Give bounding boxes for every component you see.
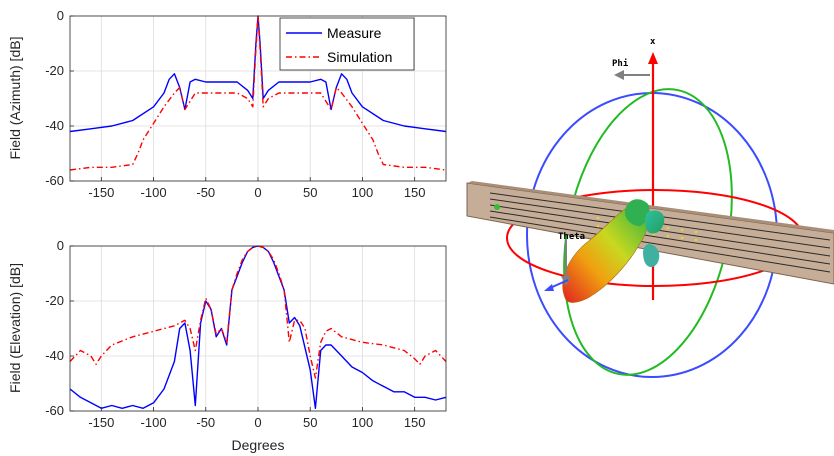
x-axis-arrowhead [648, 52, 658, 64]
radiation-pattern-3d: x Phi Theta [466, 37, 834, 378]
z-axis-arrowhead [544, 284, 554, 291]
azimuth-plot: -150 -100 -50 0 50 100 150 0 -20 -40 -60 Field (Az… [7, 8, 447, 200]
azimuth-ytick-label: -40 [45, 118, 64, 133]
azimuth-xtick-label: 150 [404, 185, 426, 200]
azimuth-xtick-label: -150 [88, 185, 114, 200]
side-lobe-2 [643, 244, 660, 268]
azimuth-xtick-label: -100 [141, 185, 167, 200]
elevation-xtick-label: -100 [141, 415, 167, 430]
azimuth-xtick-label: 0 [254, 185, 261, 200]
beam-lobe [624, 199, 650, 226]
origin-marker [494, 204, 500, 210]
elevation-xtick-label: -50 [196, 415, 215, 430]
azimuth-ytick-label: -60 [45, 173, 64, 188]
phi-label: Phi [612, 58, 629, 69]
elevation-ytick-label: -60 [45, 403, 64, 418]
phi-arrowhead [614, 70, 624, 80]
azimuth-xtick-label: 50 [303, 185, 317, 200]
legend-measure-label: Measure [327, 25, 382, 41]
elevation-plot: -150 -100 -50 0 50 100 150 0 -20 -40 -60 Field (El… [7, 238, 447, 453]
elevation-ylabel: Field (Elevation) [dB] [7, 263, 23, 393]
azimuth-xtick-label: 100 [352, 185, 374, 200]
azimuth-xtick-label: -50 [196, 185, 215, 200]
elevation-series [69, 245, 447, 409]
x-axis-label: x [650, 37, 656, 47]
elevation-xtick-label: -150 [88, 415, 114, 430]
elevation-tick-labels: -150 -100 -50 0 50 100 150 0 -20 -40 -60 [45, 238, 425, 430]
azimuth-ytick-label: -20 [45, 63, 64, 78]
azimuth-series-simulation [69, 15, 447, 171]
legend: Measure Simulation [279, 17, 415, 71]
theta-label: Theta [558, 232, 585, 242]
elevation-ytick-label: -40 [45, 348, 64, 363]
array-plate [466, 182, 834, 285]
legend-box [279, 17, 415, 71]
z-axis-line [549, 279, 569, 289]
azimuth-ytick-label: 0 [57, 8, 64, 23]
elevation-xtick-label: 100 [352, 415, 374, 430]
azimuth-tick-labels: -150 -100 -50 0 50 100 150 0 -20 -40 -60 [45, 8, 425, 200]
elevation-ytick-label: -20 [45, 293, 64, 308]
elevation-xtick-label: 0 [254, 415, 261, 430]
azimuth-ylabel: Field (Azimuth) [dB] [7, 37, 23, 160]
elevation-xtick-label: 50 [303, 415, 317, 430]
side-lobe [645, 210, 665, 234]
elevation-xlabel: Degrees [232, 437, 285, 453]
elevation-ytick-label: 0 [57, 238, 64, 253]
array-plate-edge [467, 181, 834, 233]
elevation-xtick-label: 150 [404, 415, 426, 430]
legend-simulation-label: Simulation [327, 49, 392, 65]
